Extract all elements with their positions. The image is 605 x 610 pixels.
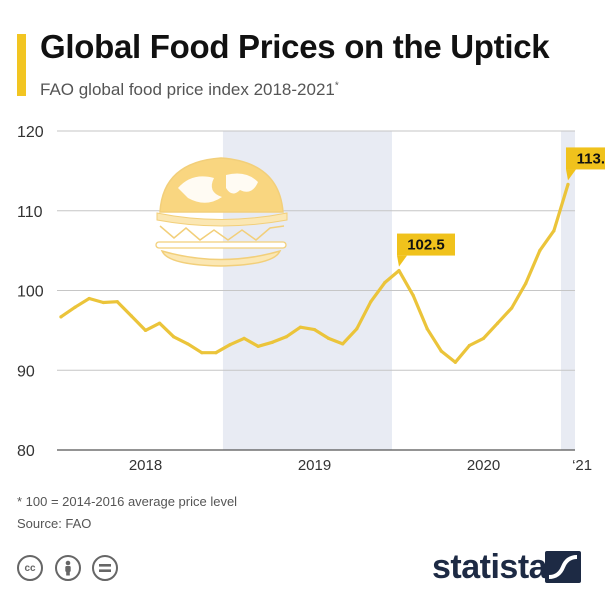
data-point	[453, 360, 457, 364]
data-point	[355, 327, 359, 331]
data-point	[172, 335, 176, 339]
data-point	[326, 336, 331, 340]
y-tick-label: 90	[17, 363, 35, 380]
title-accent-bar	[17, 34, 26, 96]
data-label-text: 102.5	[407, 237, 445, 254]
data-label-text: 113.3	[577, 150, 605, 167]
data-label-pointer	[566, 169, 576, 181]
data-point	[101, 300, 105, 305]
data-point	[538, 249, 542, 253]
globe-burger-illustration	[155, 157, 288, 267]
data-point	[129, 314, 134, 318]
data-point	[439, 349, 443, 353]
no-derivatives-icon[interactable]	[92, 555, 118, 581]
data-point	[397, 268, 401, 273]
data-point	[186, 342, 190, 346]
statista-brand[interactable]: statista	[432, 548, 548, 586]
y-tick-label: 110	[17, 204, 43, 221]
person-glyph	[65, 560, 71, 576]
statista-logo-icon[interactable]	[545, 551, 581, 583]
subtitle-asterisk: *	[334, 80, 339, 92]
data-point	[341, 342, 345, 346]
equals-glyph	[99, 564, 111, 572]
data-point	[369, 300, 373, 304]
footnote: * 100 = 2014-2016 average price level	[17, 494, 238, 509]
source-note: Source: FAO	[17, 516, 92, 531]
data-point	[425, 327, 429, 331]
subtitle-text: FAO global food price index 2018-2021	[40, 80, 335, 99]
data-label-113.3: 113.3	[566, 147, 605, 181]
x-tick-label: 2019	[298, 457, 331, 474]
x-tick-label: 2020	[467, 457, 500, 474]
data-point	[256, 344, 260, 348]
data-point	[566, 182, 570, 187]
y-tick-label: 120	[17, 124, 44, 141]
data-label-pointer	[397, 255, 407, 267]
data-point	[115, 300, 119, 304]
chart-title: Global Food Prices on the Uptick	[40, 28, 550, 65]
data-point	[214, 351, 218, 355]
y-tick-label: 100	[17, 284, 44, 301]
chart-subtitle: FAO global food price index 2018-2021*	[40, 80, 339, 100]
data-point	[383, 280, 387, 285]
attribution-person-icon[interactable]	[55, 555, 81, 581]
data-point	[200, 351, 204, 355]
data-point	[157, 321, 162, 325]
data-label-box	[566, 147, 605, 170]
data-point	[552, 229, 556, 233]
data-point	[73, 305, 77, 309]
data-point	[270, 340, 274, 344]
data-point	[524, 281, 528, 285]
data-point	[411, 293, 415, 297]
data-label-102.5: 102.5	[397, 233, 455, 267]
x-tick-label: ‘21	[572, 457, 592, 474]
data-point	[59, 315, 63, 319]
data-point	[143, 328, 148, 332]
cc-icon[interactable]: cc	[17, 555, 43, 581]
data-point	[87, 296, 91, 301]
data-point	[242, 336, 246, 340]
data-point	[481, 336, 486, 340]
data-point	[228, 343, 232, 347]
data-label-box	[397, 233, 455, 256]
data-point	[284, 335, 288, 339]
x-tick-label: 2018	[129, 457, 162, 474]
cc-icon-label: cc	[24, 562, 36, 574]
y-tick-label: 80	[17, 443, 35, 460]
statista-logo-mark	[548, 555, 578, 579]
data-point	[495, 321, 500, 325]
data-point	[312, 327, 317, 332]
data-point	[298, 325, 303, 329]
data-point	[510, 306, 514, 310]
data-point	[467, 343, 472, 348]
